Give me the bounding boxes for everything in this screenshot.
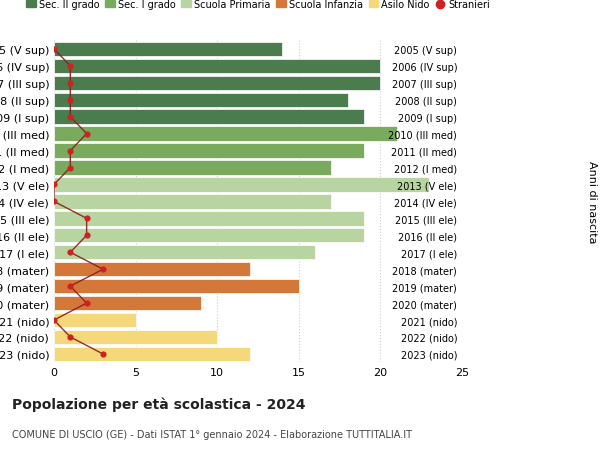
Text: COMUNE DI USCIO (GE) - Dati ISTAT 1° gennaio 2024 - Elaborazione TUTTITALIA.IT: COMUNE DI USCIO (GE) - Dati ISTAT 1° gen… xyxy=(12,429,412,439)
Point xyxy=(49,198,59,206)
Bar xyxy=(54,296,201,311)
Point xyxy=(65,334,75,341)
Point xyxy=(82,232,91,240)
Bar xyxy=(54,144,364,158)
Point xyxy=(49,181,59,189)
Bar xyxy=(54,127,397,141)
Point xyxy=(65,97,75,104)
Bar xyxy=(54,110,364,124)
Point xyxy=(65,147,75,155)
Bar xyxy=(54,313,136,328)
Point xyxy=(65,164,75,172)
Point xyxy=(49,317,59,324)
Bar xyxy=(54,280,299,294)
Bar xyxy=(54,347,250,361)
Bar xyxy=(54,93,348,108)
Point xyxy=(65,283,75,290)
Bar xyxy=(54,246,315,260)
Point xyxy=(98,266,108,273)
Bar xyxy=(54,330,217,344)
Bar xyxy=(54,60,380,74)
Point xyxy=(49,46,59,53)
Point xyxy=(65,114,75,121)
Bar xyxy=(54,212,364,226)
Bar xyxy=(54,161,331,175)
Text: Popolazione per età scolastica - 2024: Popolazione per età scolastica - 2024 xyxy=(12,397,305,412)
Point xyxy=(65,80,75,87)
Text: Anni di nascita: Anni di nascita xyxy=(587,161,597,243)
Point xyxy=(82,300,91,307)
Point xyxy=(98,351,108,358)
Point xyxy=(65,249,75,257)
Point xyxy=(65,63,75,70)
Point xyxy=(82,131,91,138)
Bar xyxy=(54,76,380,91)
Bar xyxy=(54,263,250,277)
Bar xyxy=(54,43,283,57)
Point xyxy=(82,215,91,223)
Legend: Sec. II grado, Sec. I grado, Scuola Primaria, Scuola Infanzia, Asilo Nido, Stran: Sec. II grado, Sec. I grado, Scuola Prim… xyxy=(22,0,494,14)
Bar xyxy=(54,178,430,192)
Bar xyxy=(54,229,364,243)
Bar xyxy=(54,195,331,209)
